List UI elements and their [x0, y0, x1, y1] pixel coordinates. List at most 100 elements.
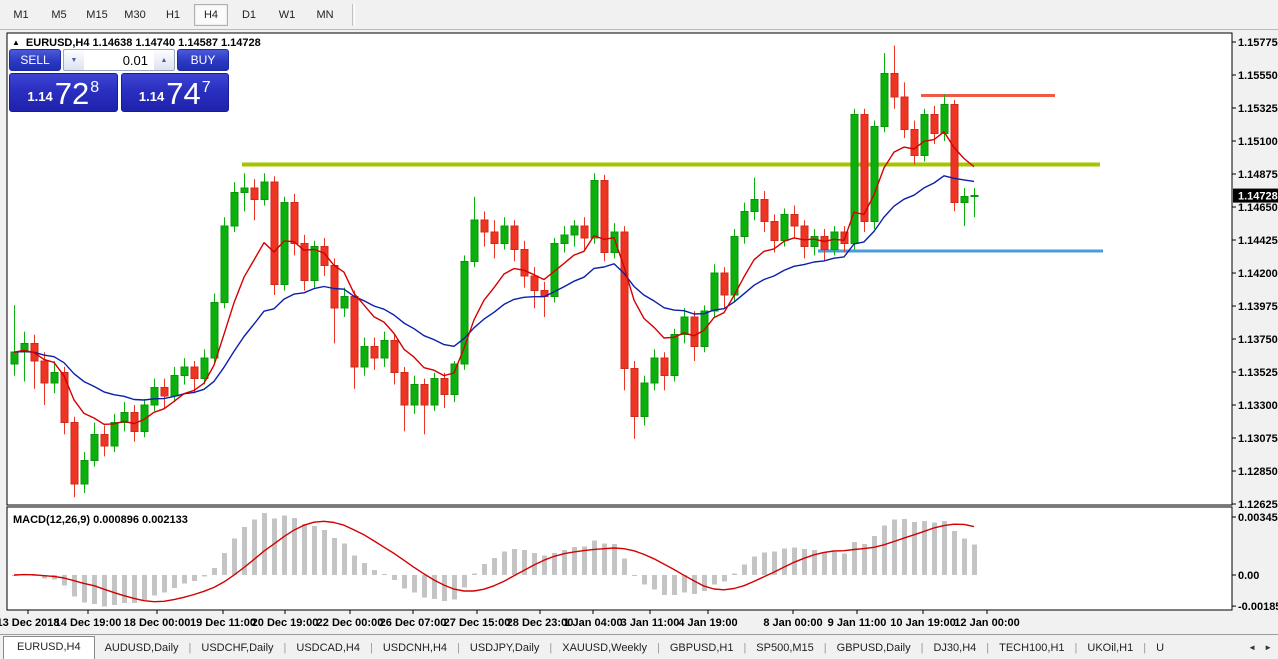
time-tick-label: 22 Dec 00:00	[317, 617, 384, 629]
candle-body	[210, 301, 219, 359]
candle-body	[640, 382, 649, 418]
timeframe-button-h1[interactable]: H1	[165, 8, 181, 21]
candle-body	[10, 351, 19, 365]
tab-ukoil-h1[interactable]: UKOil,H1	[1087, 642, 1134, 654]
candle-body	[560, 234, 569, 245]
macd-histogram-bar	[252, 519, 257, 575]
tab-u[interactable]: U	[1156, 642, 1165, 654]
candle-body	[460, 260, 469, 365]
sell-price-panel[interactable]: 1.14 72 8	[9, 73, 118, 112]
tab-dj30-h4[interactable]: DJ30,H4	[933, 642, 977, 654]
candle-body	[90, 433, 99, 462]
candle-body	[80, 460, 89, 485]
toolbar-separator	[352, 3, 355, 26]
price-tick-label: 1.15325	[1238, 103, 1278, 115]
macd-histogram-bar	[692, 575, 697, 594]
time-tick-label: 26 Dec 07:00	[380, 617, 447, 629]
price-tick-label: 1.14200	[1238, 268, 1278, 280]
candle-body	[660, 357, 669, 377]
macd-label: MACD(12,26,9) 0.000896 0.002133	[13, 514, 188, 526]
candle-body	[510, 225, 519, 251]
macd-histogram-bar	[282, 515, 287, 575]
macd-histogram-bar	[392, 575, 397, 581]
price-tick-label: 1.12625	[1238, 499, 1278, 511]
macd-histogram-bar	[742, 564, 747, 575]
macd-histogram-bar	[242, 526, 247, 575]
time-tick-label: 9 Jan 11:00	[828, 617, 887, 629]
candle-body	[960, 196, 969, 204]
candle-body	[470, 219, 479, 262]
candle-body	[860, 114, 869, 223]
timeframe-toolbar: M1 M5 M15 M30 H1 H4 D1 W1 MN	[0, 0, 1278, 30]
candle-body	[330, 265, 339, 309]
candle-body	[610, 231, 619, 253]
macd-histogram-bar	[422, 575, 427, 598]
trade-panel-controls: SELL ▼ ▲ BUY	[9, 49, 229, 71]
timeframe-button-m15[interactable]: M15	[86, 8, 108, 21]
macd-histogram-bar	[882, 525, 887, 575]
time-tick-label: 8 Jan 00:00	[763, 617, 822, 629]
candle-body	[350, 295, 359, 368]
macd-histogram-bar	[572, 547, 577, 575]
candle-body	[440, 378, 449, 396]
price-tick-label: 1.14875	[1238, 169, 1278, 181]
time-tick-label: 19 Dec 11:00	[190, 617, 256, 629]
tab-eurusd-h4[interactable]: EURUSD,H4	[3, 636, 95, 659]
lot-increase-button[interactable]: ▲	[154, 49, 175, 71]
timeframe-button-d1[interactable]: D1	[241, 8, 257, 21]
macd-tick-label: 0.003452	[1238, 512, 1278, 524]
macd-histogram-bar	[442, 575, 447, 602]
tab-xauusd-weekly[interactable]: XAUUSD,Weekly	[562, 642, 647, 654]
macd-histogram-bar	[102, 575, 107, 607]
macd-histogram-bar	[522, 550, 527, 575]
timeframe-button-mn[interactable]: MN	[316, 8, 334, 21]
lot-decrease-button[interactable]: ▼	[63, 49, 84, 71]
macd-histogram-bar	[362, 562, 367, 575]
tab-usdcnh-h4[interactable]: USDCNH,H4	[382, 642, 448, 654]
macd-histogram-bar	[722, 575, 727, 582]
tab-usdjpy-daily[interactable]: USDJPY,Daily	[469, 642, 540, 654]
macd-histogram-bar	[112, 575, 117, 606]
tab-scroll-left-icon[interactable]: ◄	[1248, 642, 1257, 652]
timeframe-button-m30[interactable]: M30	[124, 8, 146, 21]
macd-histogram-bar	[52, 575, 57, 580]
tab-usdcad-h4[interactable]: USDCAD,H4	[296, 642, 360, 654]
candle-body	[750, 199, 759, 212]
tab-tech100-h1[interactable]: TECH100,H1	[999, 642, 1065, 654]
macd-histogram-bar	[922, 520, 927, 575]
tab-usdchf-daily[interactable]: USDCHF,Daily	[201, 642, 274, 654]
tab-gbpusd-daily[interactable]: GBPUSD,Daily	[836, 642, 911, 654]
candle-body	[430, 378, 439, 406]
candle-body	[620, 231, 629, 369]
candle-body	[580, 225, 589, 239]
collapse-chart-icon[interactable]: ▲	[12, 38, 20, 47]
chart-canvas[interactable]: MACD(12,26,9) 0.000896 0.002133 1.15775 1.…	[0, 29, 1278, 635]
chart-tab-bar: EURUSD,H4 AUDUSD,Daily | USDCHF,Daily | USDCA…	[0, 634, 1278, 659]
timeframe-button-m1[interactable]: M1	[13, 8, 29, 21]
buy-price-panel[interactable]: 1.14 74 7	[120, 73, 229, 112]
tab-gbpusd-h1[interactable]: GBPUSD,H1	[669, 642, 734, 654]
lot-size-input[interactable]	[84, 49, 154, 71]
macd-histogram-bar	[592, 540, 597, 575]
tab-sp500-m15[interactable]: SP500,M15	[756, 642, 814, 654]
macd-histogram-bar	[182, 575, 187, 584]
current-price-label: 1.14728	[1238, 191, 1278, 203]
buy-button[interactable]: BUY	[177, 49, 229, 71]
timeframe-button-h4[interactable]: H4	[194, 3, 228, 26]
macd-histogram-bar	[832, 551, 837, 575]
tab-scroll-right-icon[interactable]: ►	[1264, 642, 1272, 652]
candle-body	[740, 210, 749, 237]
time-tick-label: 12 Jan 00:00	[954, 617, 1019, 629]
timeframe-button-w1[interactable]: W1	[278, 8, 296, 21]
macd-histogram-bar	[652, 575, 657, 590]
candle-body	[50, 372, 59, 384]
sell-button[interactable]: SELL	[9, 49, 61, 71]
timeframe-button-m5[interactable]: M5	[51, 8, 67, 21]
price-tick-label: 1.13975	[1238, 301, 1278, 313]
candle-body	[820, 235, 829, 251]
candle-body	[100, 433, 109, 447]
tab-audusd-daily[interactable]: AUDUSD,Daily	[104, 642, 179, 654]
tab-separator: |	[1074, 642, 1078, 654]
macd-tick-label: 0.00	[1238, 570, 1259, 582]
macd-indicator-pane[interactable]	[6, 506, 1233, 611]
